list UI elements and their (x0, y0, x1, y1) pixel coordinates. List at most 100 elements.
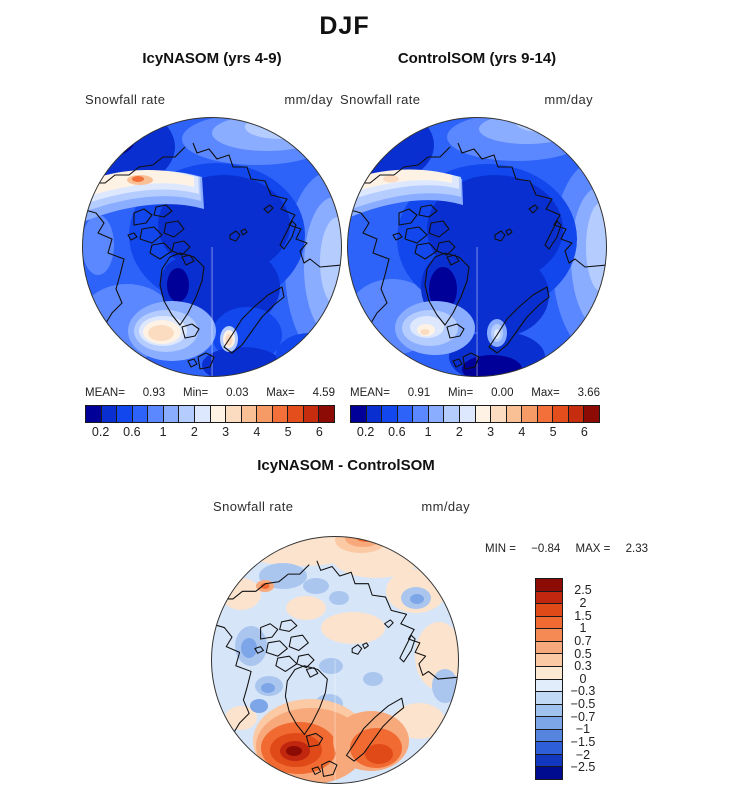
colorbar-segment (567, 406, 584, 422)
max-value: 4.59 (312, 387, 335, 399)
colorbar-segment (536, 716, 562, 729)
panel-title-difference: IcyNASOM - ControlSOM (257, 457, 435, 474)
tick-label: −0.3 (570, 684, 596, 699)
colorbar-segment (490, 406, 506, 422)
variable-label: Snowfall rate (340, 92, 421, 107)
colorbar-segment (536, 628, 562, 641)
tick-label: 0.7 (574, 633, 592, 648)
colorbar-segment (536, 703, 562, 717)
mean-label: MEAN= (350, 387, 390, 399)
tick-label: 0.2 (356, 425, 375, 439)
contour-fill-layer (211, 536, 459, 784)
map-icynasom (82, 117, 342, 377)
panel-label-row-difference: Snowfall rate mm/day (213, 499, 470, 514)
colorbar-segment (412, 406, 428, 422)
tick-label: 5 (284, 425, 292, 439)
tick-label: 1 (579, 621, 587, 636)
colorbar-segment (536, 615, 562, 629)
tick-label: 0.5 (574, 646, 592, 661)
colorbar-segment (240, 406, 257, 422)
colorbar-snowfall-controlsom (350, 405, 600, 423)
max-label: Max= (266, 387, 295, 399)
tick-label: −0.5 (570, 697, 596, 712)
max-value: 3.66 (577, 387, 600, 399)
colorbar-segment (318, 406, 334, 422)
colorbar-segment (443, 406, 459, 422)
min-label: Min= (448, 387, 474, 399)
colorbar-segment (193, 406, 210, 422)
colorbar-segment (583, 406, 599, 422)
tick-label: 0 (579, 671, 587, 686)
max-label: Max= (531, 387, 560, 399)
tick-label: −2 (575, 747, 591, 762)
colorbar-segment (100, 406, 117, 422)
unit-label: mm/day (284, 92, 333, 107)
colorbar-segment (536, 406, 553, 422)
colorbar-segment (536, 603, 562, 616)
tick-label: 2 (455, 425, 463, 439)
min-label: Min= (183, 387, 209, 399)
tick-label: 2 (579, 596, 587, 611)
colorbar-ticks-icynasom: 0.2 0.6 1 2 3 4 5 6 (85, 425, 335, 439)
colorbar-segment (381, 406, 397, 422)
colorbar-segment (365, 406, 382, 422)
tick-label: 0.6 (123, 425, 141, 439)
tick-label: 3 (222, 425, 230, 439)
tick-label: −1.5 (570, 734, 596, 749)
colorbar-segment (396, 406, 413, 422)
colorbar-segment (131, 406, 148, 422)
panel-title-icynasom: IcyNASOM (yrs 4-9) (142, 50, 282, 67)
tick-label: 0.3 (574, 659, 592, 674)
tick-label: 5 (549, 425, 557, 439)
mean-label: MEAN= (85, 387, 125, 399)
map-controlsom (347, 117, 607, 377)
tick-label: 6 (580, 425, 588, 439)
stats-row-icynasom: MEAN= 0.93 Min= 0.03 Max= 4.59 (85, 387, 335, 399)
colorbar-snowfall-icynasom (85, 405, 335, 423)
colorbar-segment (536, 753, 562, 767)
colorbar-segment (256, 406, 272, 422)
colorbar-segment (536, 728, 562, 742)
colorbar-segment (536, 579, 562, 591)
colorbar-segment (178, 406, 194, 422)
tick-label: 4 (253, 425, 261, 439)
colorbar-segment (162, 406, 179, 422)
variable-label: Snowfall rate (213, 499, 294, 514)
colorbar-segment (505, 406, 522, 422)
tick-label: −0.7 (570, 709, 596, 724)
tick-label: 4 (518, 425, 526, 439)
unit-label: mm/day (421, 499, 470, 514)
colorbar-segment (351, 406, 366, 422)
stats-row-controlsom: MEAN= 0.91 Min= 0.00 Max= 3.66 (350, 387, 600, 399)
colorbar-segment (86, 406, 101, 422)
unit-label: mm/day (544, 92, 593, 107)
colorbar-segment (552, 406, 568, 422)
tick-label: −1 (575, 722, 591, 737)
colorbar-segment (536, 741, 562, 754)
contour-fill-layer (82, 117, 342, 377)
mean-value: 0.93 (142, 387, 166, 399)
colorbar-segment (536, 665, 562, 679)
tick-label: 2 (190, 425, 198, 439)
min-value: 0.03 (226, 387, 249, 399)
variable-label: Snowfall rate (85, 92, 166, 107)
tick-label: 2.5 (574, 583, 592, 598)
panel-title-controlsom: ControlSOM (yrs 9-14) (397, 50, 557, 67)
colorbar-segment (209, 406, 226, 422)
colorbar-segment (474, 406, 491, 422)
min-value: −0.84 (531, 543, 561, 555)
colorbar-segment (458, 406, 475, 422)
colorbar-segment (271, 406, 288, 422)
colorbar-segment (427, 406, 444, 422)
contour-fill-layer (347, 117, 607, 377)
tick-label: 6 (315, 425, 323, 439)
map-circle-outline (82, 117, 342, 377)
min-label: MIN = (485, 543, 516, 555)
map-circle-outline (347, 117, 607, 377)
figure-title: DJF (319, 12, 370, 40)
colorbar-segment (536, 640, 562, 654)
colorbar-segment (147, 406, 163, 422)
tick-label: 0.6 (388, 425, 406, 439)
panel-label-row-icynasom: Snowfall rate mm/day (85, 92, 333, 107)
